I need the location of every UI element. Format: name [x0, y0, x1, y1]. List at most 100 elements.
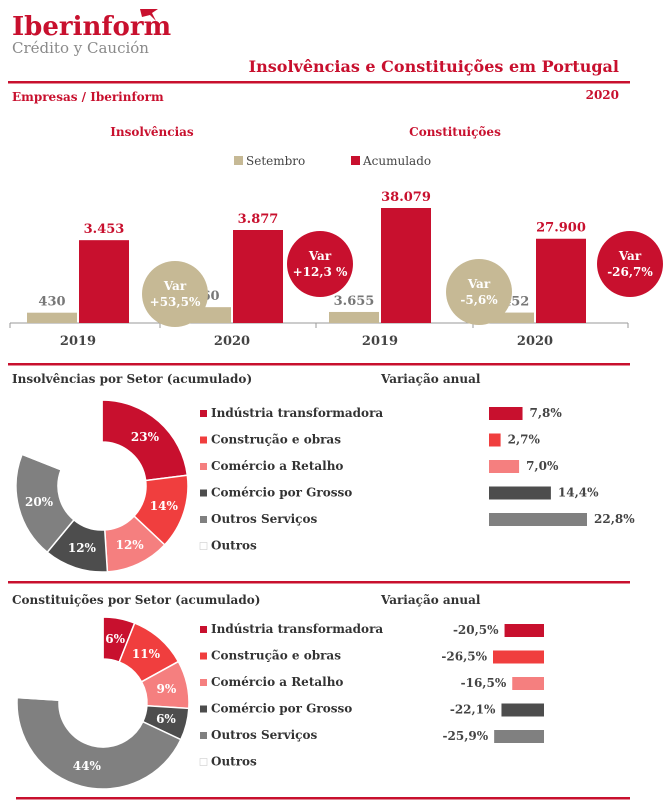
insolvencias-category-label-2019: 2019 [60, 334, 96, 349]
constituicoes-legend-swatch-0 [200, 626, 207, 633]
constituicoes-legend-label-2: Comércio a Retalho [211, 675, 343, 689]
insolvencias-legend-swatch-2 [200, 463, 207, 470]
constituicoes-legend-label-0: Indústria transformadora [211, 622, 383, 636]
constituicoes-legend-label-1: Construção e obras [211, 649, 341, 663]
constituicoes-slice-label-2: 9% [157, 682, 177, 696]
insolvencias-variation-bar-3 [489, 486, 551, 500]
constituicoes-donut-chart: 6% Indústria transformadora -20,5% 11% Const… [16, 616, 544, 790]
insolvencias-slice-label-1: 14% [150, 499, 179, 513]
legend-label-acumulado: Acumulado [362, 154, 431, 168]
insolvencias-variation-badge-value: +12,3 % [293, 265, 348, 279]
insolvencias-legend-label-4: Outros Serviços [211, 512, 317, 526]
constituicoes-bar-setembro-2020 [484, 312, 534, 323]
insolvencias-data-label-acumulado-2019: 3.453 [84, 222, 125, 237]
brand-logo-icon [140, 9, 158, 21]
insolvencias-variation-label-2: 7,0% [526, 459, 559, 473]
constituicoes-variation-label-1: -26,5% [441, 650, 487, 664]
constituicoes-variation-bar-4 [494, 730, 544, 743]
constituicoes-slice-label-0: 6% [105, 632, 125, 646]
insolvencias-variation-bar-0 [489, 407, 523, 420]
constituicoes-variation-badge-value: -5,6% [460, 293, 498, 307]
constituicoes-variation-badge-label: Var [618, 249, 642, 263]
insolvencias-variation-label-1: 2,7% [508, 433, 541, 447]
insolvencias-donut-slice-0 [101, 399, 189, 482]
insolvencias-slice-label-4: 20% [25, 495, 54, 509]
legend-label-setembro: Setembro [246, 154, 305, 168]
constituicoes-variation-badge-value: -26,7% [607, 265, 653, 279]
insolvencias-variation-title: Variação anual [380, 372, 481, 386]
insolvencias-variation-bar-2 [489, 460, 520, 473]
constituicoes-chart-title: Constituições [409, 125, 501, 139]
constituicoes-legend-swatch-5 [199, 758, 208, 766]
insolvencias-data-label-setembro-2019: 430 [38, 295, 65, 310]
constituicoes-sector-title: Constituições por Setor (acumulado) [12, 593, 260, 607]
insolvencias-legend-label-5: Outros [211, 539, 257, 553]
constituicoes-legend-label-5: Outros [211, 755, 257, 769]
legend-swatch-acumulado [351, 156, 360, 165]
constituicoes-donut-slice-5 [16, 616, 104, 702]
constituicoes-variation-badge [446, 259, 512, 325]
insolvencias-legend-swatch-1 [200, 436, 207, 444]
insolvencias-sector-title: Insolvências por Setor (acumulado) [12, 372, 252, 386]
constituicoes-data-label-setembro-2019: 3.655 [334, 294, 375, 309]
insolvencias-legend-swatch-3 [200, 489, 207, 497]
constituicoes-legend-label-4: Outros Serviços [211, 728, 317, 742]
insolvencias-category-label-2020: 2020 [214, 334, 250, 349]
insolvencias-data-label-acumulado-2020: 3.877 [238, 212, 279, 227]
constituicoes-category-label-2019: 2019 [362, 334, 398, 349]
insolvencias-slice-label-2: 12% [116, 538, 145, 552]
constituicoes-donut-slice-4 [16, 696, 182, 790]
constituicoes-data-label-acumulado-2020: 27.900 [536, 221, 586, 236]
insolvencias-variation-badge-value: +53,5% [150, 295, 201, 309]
constituicoes-legend-label-3: Comércio por Grosso [211, 702, 352, 716]
constituicoes-bar-acumulado-2020 [536, 238, 586, 323]
insolvencias-legend-label-0: Indústria transformadora [211, 406, 383, 420]
insolvencias-variation-badge [142, 261, 208, 327]
footer-rule [16, 797, 630, 800]
insolvencias-variation-label-3: 14,4% [558, 486, 599, 500]
brand-tagline: Crédito y Caución [12, 39, 149, 57]
constituicoes-variation-bar-2 [512, 677, 544, 690]
insolvencias-bar-chart: 4303.45320196603.8772020Var+53,5%Var+12,… [9, 212, 353, 349]
insolvencias-bar-acumulado-2019 [79, 240, 129, 323]
constituicoes-bar-chart: 3.65538.07920193.45227.9002020Var-5,6%Va… [315, 190, 663, 349]
insolvencias-variation-badge-label: Var [163, 279, 187, 293]
insolvencias-legend-swatch-0 [200, 410, 207, 417]
insolvencias-variation-badge [287, 231, 353, 297]
legend-swatch-setembro [234, 156, 243, 165]
constituicoes-legend-swatch-2 [200, 679, 207, 686]
insolvencias-slice-label-3: 12% [68, 541, 97, 555]
constituicoes-variation-label-2: -16,5% [461, 676, 507, 690]
brand-name: Iberinform [12, 12, 171, 42]
constituicoes-variation-bar-3 [501, 703, 544, 717]
source-label: Empresas / Iberinform [12, 90, 164, 104]
year-label: 2020 [586, 88, 619, 102]
insolvencias-variation-label-0: 7,8% [530, 406, 563, 420]
constituicoes-variation-badge-label: Var [467, 277, 491, 291]
constituicoes-slice-label-1: 11% [132, 647, 161, 661]
insolvencias-chart-title: Insolvências [110, 125, 194, 139]
constituicoes-data-label-acumulado-2019: 38.079 [381, 190, 431, 205]
section-rule-1 [8, 363, 630, 366]
page-title: Insolvências e Constituições em Portugal [249, 57, 619, 76]
insolvencias-legend-swatch-5 [199, 542, 208, 550]
insolvencias-variation-label-4: 22,8% [594, 512, 635, 526]
insolvencias-variation-bar-1 [489, 433, 501, 447]
insolvencias-bar-acumulado-2020 [233, 230, 283, 323]
constituicoes-variation-bar-1 [493, 650, 544, 664]
constituicoes-legend-swatch-1 [200, 652, 207, 660]
constituicoes-legend-swatch-4 [200, 732, 207, 739]
insolvencias-slice-label-0: 23% [131, 430, 160, 444]
insolvencias-bar-setembro-2019 [27, 312, 77, 323]
insolvencias-legend-label-2: Comércio a Retalho [211, 459, 343, 473]
constituicoes-slice-label-4: 44% [73, 759, 102, 773]
constituicoes-variation-title: Variação anual [380, 593, 481, 607]
constituicoes-category-label-2020: 2020 [517, 334, 553, 349]
constituicoes-bar-acumulado-2019 [381, 208, 431, 323]
constituicoes-variation-label-4: -25,9% [443, 729, 489, 743]
constituicoes-variation-bar-0 [504, 624, 544, 637]
insolvencias-donut-chart: 23% Indústria transformadora 7,8% 14% Constr… [15, 399, 635, 573]
insolvencias-variation-bar-4 [489, 513, 587, 526]
constituicoes-bar-setembro-2019 [329, 311, 379, 323]
